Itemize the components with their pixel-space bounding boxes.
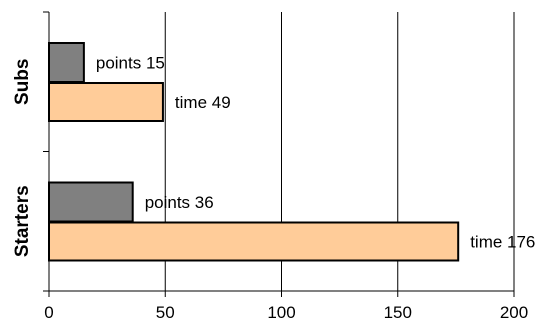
x-tick-label-0: 0: [44, 303, 53, 322]
bar-subs-series1: [48, 82, 164, 122]
data-label-starters-series1: time 176: [470, 233, 535, 252]
category-label-starters: Starters: [12, 185, 33, 257]
bar-subs-series0: [48, 42, 85, 83]
bars: [48, 42, 460, 262]
axes: [43, 11, 515, 297]
data-label-subs-series0: points 15: [96, 54, 165, 73]
x-tick-label-100: 100: [267, 303, 295, 322]
bar-starters-series0: [48, 181, 134, 223]
x-tick-label-200: 200: [500, 303, 528, 322]
data-label-starters-series0: points 36: [145, 193, 214, 212]
data-label-subs-series1: time 49: [175, 93, 231, 112]
x-tick-label-150: 150: [384, 303, 412, 322]
x-tick-label-50: 50: [156, 303, 175, 322]
labels: points 15 time 49 Subs points 36 time 176 Sta…: [12, 54, 535, 323]
bar-starters-series1: [48, 221, 460, 262]
category-label-subs: Subs: [12, 59, 33, 105]
